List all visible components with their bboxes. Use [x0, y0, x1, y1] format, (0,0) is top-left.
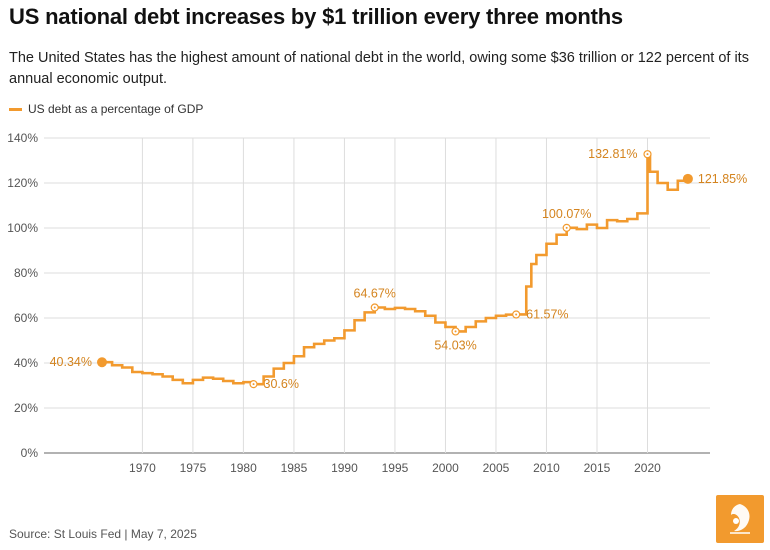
data-label: 61.57%	[526, 307, 568, 321]
data-point	[616, 220, 618, 222]
data-point	[172, 379, 174, 381]
data-point	[414, 310, 416, 312]
data-point	[364, 312, 366, 314]
data-label: 64.67%	[354, 286, 396, 300]
data-point	[485, 317, 487, 319]
annotation-marker-dot	[252, 383, 255, 386]
series-line	[102, 152, 690, 386]
data-point	[525, 286, 527, 288]
data-point	[283, 362, 285, 364]
source-note: Source: St Louis Fed | May 7, 2025	[9, 527, 197, 541]
data-point	[394, 307, 396, 309]
data-point	[303, 346, 305, 348]
data-point	[182, 382, 184, 384]
data-label: 54.03%	[434, 338, 476, 352]
data-point	[354, 319, 356, 321]
x-tick-label: 2000	[432, 461, 459, 475]
data-point	[111, 364, 113, 366]
annotation-marker-dot	[646, 153, 649, 156]
data-point	[142, 372, 144, 374]
data-point	[505, 314, 507, 316]
data-point	[424, 315, 426, 317]
data-point	[313, 343, 315, 345]
data-point	[546, 243, 548, 245]
data-point	[435, 322, 437, 324]
data-point	[323, 340, 325, 342]
data-point	[556, 234, 558, 236]
data-point	[677, 180, 679, 182]
data-point	[475, 321, 477, 323]
annotation-marker	[97, 357, 107, 368]
y-tick-label: 80%	[14, 266, 38, 280]
data-point	[192, 379, 194, 381]
x-tick-label: 2010	[533, 461, 560, 475]
x-tick-label: 1970	[129, 461, 156, 475]
data-point	[649, 171, 651, 173]
x-tick-label: 1975	[180, 461, 207, 475]
x-tick-label: 1985	[281, 461, 308, 475]
x-tick-label: 2020	[634, 461, 661, 475]
y-tick-label: 60%	[14, 311, 38, 325]
x-tick-label: 1995	[382, 461, 409, 475]
data-point	[222, 380, 224, 382]
data-point	[637, 213, 639, 215]
data-point	[465, 326, 467, 328]
data-point	[152, 373, 154, 375]
data-point	[626, 218, 628, 220]
data-point	[667, 189, 669, 191]
x-tick-label: 1980	[230, 461, 257, 475]
y-tick-label: 120%	[7, 176, 38, 190]
y-tick-label: 40%	[14, 356, 38, 370]
y-tick-label: 140%	[7, 131, 38, 145]
annotation-marker	[682, 173, 693, 184]
y-tick-label: 0%	[21, 446, 39, 460]
annotation-marker-dot	[454, 330, 457, 333]
annotation-marker-dot	[373, 306, 376, 309]
data-point	[445, 326, 447, 328]
line-chart: 0% 20% 40% 60% 80% 100% 120% 140% 1970 1975 1980 19…	[7, 131, 747, 475]
y-tick-label: 100%	[7, 221, 38, 235]
data-label: 132.81%	[588, 147, 637, 161]
al-jazeera-logo-icon	[716, 495, 764, 543]
legend-swatch	[9, 107, 22, 111]
data-point	[596, 227, 598, 229]
y-tick-label: 20%	[14, 401, 38, 415]
data-point	[121, 367, 123, 369]
chart-title: US national debt increases by $1 trillio…	[9, 4, 623, 29]
data-point	[334, 337, 336, 339]
x-tick-label: 2015	[584, 461, 611, 475]
data-point	[531, 263, 533, 265]
data-point	[293, 355, 295, 357]
data-point	[495, 315, 497, 317]
data-point	[344, 330, 346, 332]
annotation-marker-dot	[515, 313, 518, 316]
data-label: 30.6%	[264, 377, 299, 391]
x-tick-label: 2005	[483, 461, 510, 475]
legend-label: US debt as a percentage of GDP	[28, 102, 204, 116]
data-point	[273, 368, 275, 370]
data-point	[576, 228, 578, 230]
data-point	[606, 219, 608, 221]
chart-subtitle: The United States has the highest amount…	[9, 50, 749, 87]
data-point	[657, 182, 659, 184]
data-point	[404, 308, 406, 310]
annotation-marker-dot	[565, 226, 568, 229]
data-point	[586, 224, 588, 226]
data-point	[162, 376, 164, 378]
data-point	[233, 382, 235, 384]
data-point	[212, 378, 214, 380]
data-point	[243, 381, 245, 383]
data-point	[132, 371, 134, 373]
data-point	[384, 308, 386, 310]
data-point	[536, 254, 538, 256]
data-label: 121.85%	[698, 172, 747, 186]
legend: US debt as a percentage of GDP	[9, 101, 203, 117]
data-point	[202, 377, 204, 379]
x-tick-label: 1990	[331, 461, 358, 475]
data-label: 100.07%	[542, 207, 591, 221]
data-label: 40.34%	[50, 355, 92, 369]
